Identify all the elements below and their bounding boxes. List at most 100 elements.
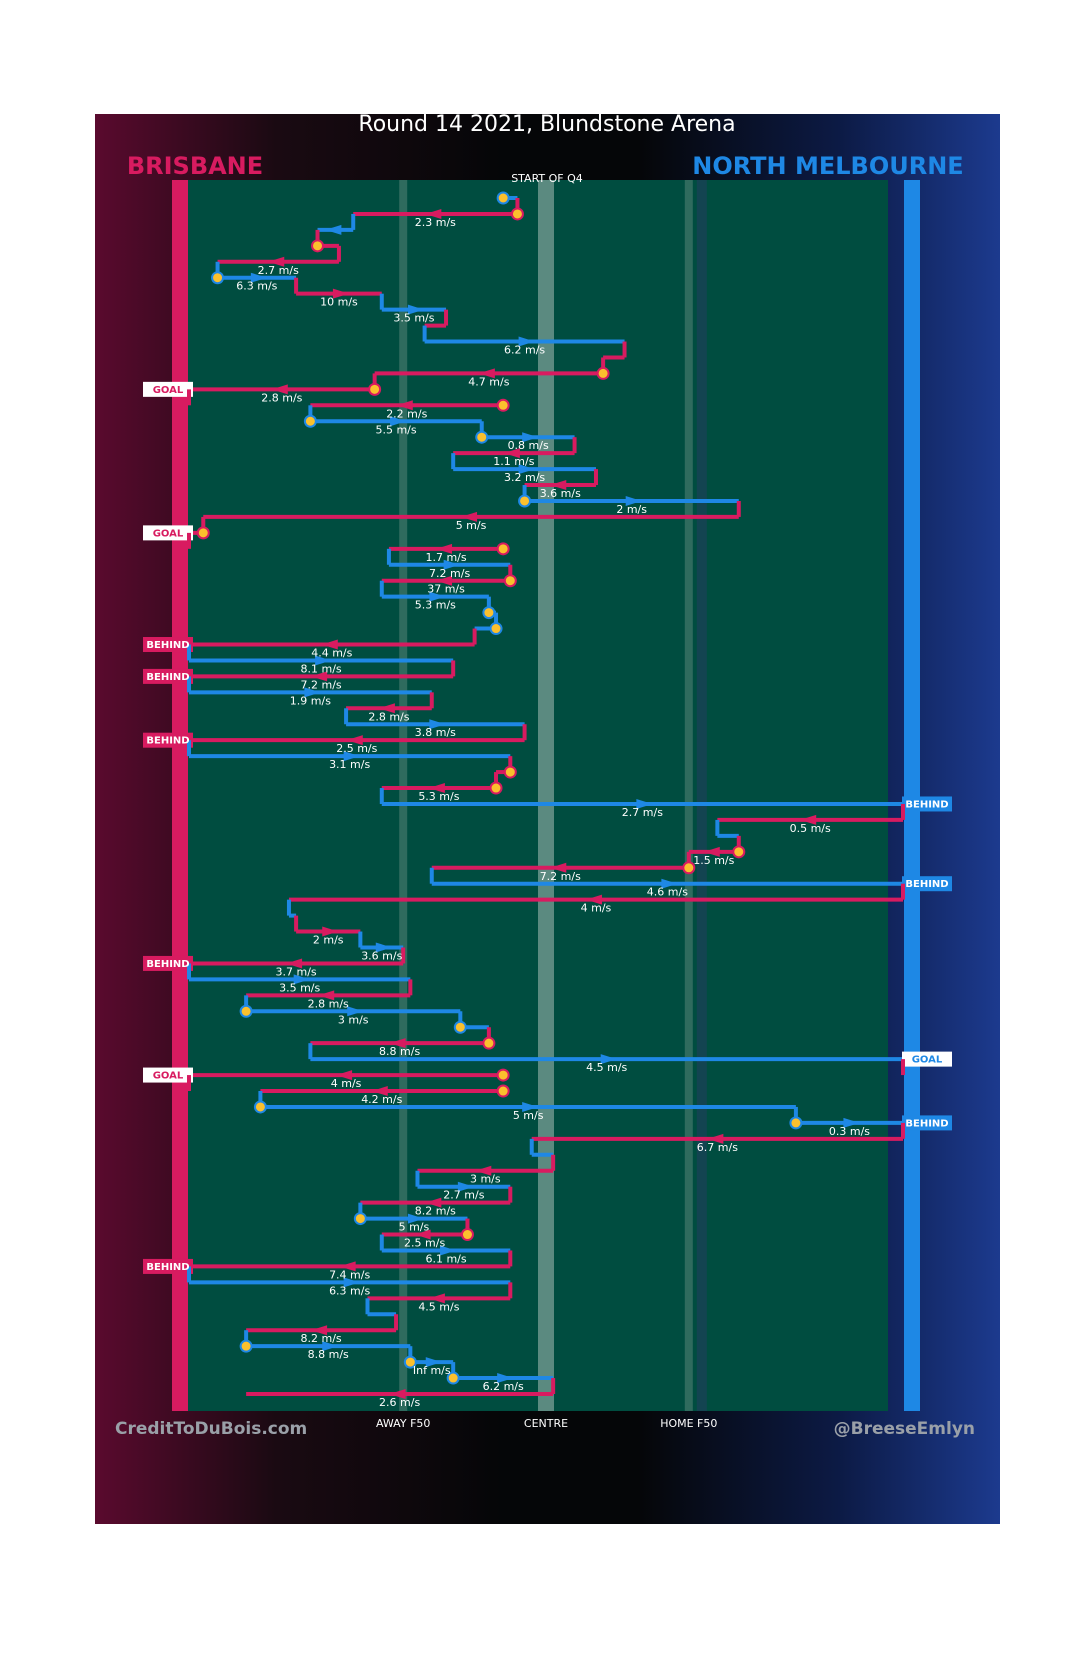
x-tick-label: CENTRE xyxy=(524,1417,568,1430)
speed-label: 2.8 m/s xyxy=(261,391,302,404)
brisbane-goal-line xyxy=(172,180,188,1411)
possession-chart: Round 14 2021, Blundstone Arena BRISBANE N… xyxy=(115,114,975,1439)
speed-label: 5.3 m/s xyxy=(418,790,459,803)
direction-arrow xyxy=(436,543,453,554)
direction-arrow xyxy=(518,464,535,475)
speed-label: 8.2 m/s xyxy=(415,1205,456,1218)
home-f50-line xyxy=(684,180,693,1411)
ball-marker xyxy=(460,1228,474,1242)
outcome-text: BEHIND xyxy=(146,672,189,683)
speed-label: 4.6 m/s xyxy=(647,886,688,899)
ball-marker xyxy=(353,1212,367,1226)
outcome-badge xyxy=(143,732,193,748)
speed-label: 2.2 m/s xyxy=(386,407,427,420)
ball-marker xyxy=(446,1371,460,1385)
direction-arrow xyxy=(271,384,288,395)
outcome-text: GOAL xyxy=(153,528,184,539)
ball-marker xyxy=(732,845,746,859)
ball-marker xyxy=(403,1355,417,1369)
ball-marker xyxy=(496,1084,510,1098)
direction-arrow xyxy=(522,432,539,443)
ball-marker xyxy=(311,239,325,253)
speed-label: 8.8 m/s xyxy=(308,1348,349,1361)
speed-label: 3.8 m/s xyxy=(415,726,456,739)
direction-arrow xyxy=(503,448,520,459)
x-tick-label: HOME F50 xyxy=(660,1417,717,1430)
direction-arrow xyxy=(425,1357,442,1368)
direction-arrow xyxy=(332,288,349,299)
ball-marker xyxy=(239,1339,253,1353)
direction-arrow xyxy=(478,368,495,379)
ball-marker xyxy=(496,542,510,556)
direction-arrow xyxy=(325,224,342,235)
speed-label: 0.5 m/s xyxy=(790,822,831,835)
direction-arrow xyxy=(371,1086,388,1097)
credit-right: @BreeseEmlyn xyxy=(834,1419,975,1439)
speed-label: 4.4 m/s xyxy=(311,647,352,660)
direction-arrow xyxy=(311,1325,328,1336)
direction-arrow xyxy=(843,1117,860,1128)
direction-arrow xyxy=(550,862,567,873)
speed-label: 2.7 m/s xyxy=(622,806,663,819)
outcome-badge xyxy=(902,796,952,812)
speed-label: 3.7 m/s xyxy=(276,965,317,978)
outcome-text: BEHIND xyxy=(146,736,189,747)
direction-arrow xyxy=(346,735,363,746)
ball-marker xyxy=(503,574,517,588)
outcome-badge xyxy=(143,1258,193,1274)
speed-label: Inf m/s xyxy=(413,1364,451,1377)
speed-label: 4.5 m/s xyxy=(586,1061,627,1074)
direction-arrow xyxy=(336,1070,353,1081)
speed-label: 7.2 m/s xyxy=(429,567,470,580)
ball-marker xyxy=(496,1068,510,1082)
speed-label: 2.8 m/s xyxy=(308,997,349,1010)
speed-label: 1.7 m/s xyxy=(425,551,466,564)
speed-label: 6.3 m/s xyxy=(329,1284,370,1297)
segment-layer xyxy=(143,191,952,1399)
direction-arrow xyxy=(286,958,303,969)
direction-arrow xyxy=(550,480,567,491)
outcome-text: BEHIND xyxy=(905,879,948,890)
text-layer: Round 14 2021, Blundstone Arena BRISBANE N… xyxy=(115,114,975,1439)
ball-marker xyxy=(368,382,382,396)
direction-arrow xyxy=(339,1261,356,1272)
speed-label: 1.9 m/s xyxy=(290,694,331,707)
speed-label: 3.1 m/s xyxy=(329,758,370,771)
direction-arrow xyxy=(436,575,453,586)
team-right-label: NORTH MELBOURNE xyxy=(692,152,963,180)
speed-label: 5 m/s xyxy=(513,1109,544,1122)
speed-label: 7.4 m/s xyxy=(329,1268,370,1281)
direction-arrow xyxy=(522,1101,539,1112)
speed-label: 4.5 m/s xyxy=(418,1300,459,1313)
speed-label: 5.5 m/s xyxy=(375,423,416,436)
direction-arrow xyxy=(375,942,392,953)
speed-label: 5 m/s xyxy=(456,519,487,532)
speed-label: 5.3 m/s xyxy=(415,599,456,612)
direction-arrow xyxy=(293,974,310,985)
centre-line xyxy=(538,180,554,1411)
ball-marker xyxy=(196,526,210,540)
direction-arrow xyxy=(443,559,460,570)
direction-arrow xyxy=(378,703,395,714)
start-label: START OF Q4 xyxy=(511,172,583,185)
ball-marker xyxy=(789,1116,803,1130)
north-goal-line xyxy=(904,180,920,1411)
chart-title: Round 14 2021, Blundstone Arena xyxy=(358,114,735,137)
speed-label: 0.3 m/s xyxy=(829,1125,870,1138)
direction-arrow xyxy=(497,1373,514,1384)
ball-marker xyxy=(475,430,489,444)
team-left-label: BRISBANE xyxy=(127,152,263,180)
speed-label: 3.6 m/s xyxy=(361,949,402,962)
direction-arrow xyxy=(518,336,535,347)
direction-arrow xyxy=(707,1133,724,1144)
outcome-badge xyxy=(143,1067,193,1083)
ball-marker xyxy=(503,765,517,779)
speed-label: 2.7 m/s xyxy=(443,1189,484,1202)
speed-label: 1.1 m/s xyxy=(493,455,534,468)
ball-marker xyxy=(239,1004,253,1018)
outcome-text: BEHIND xyxy=(146,1262,189,1273)
direction-arrow xyxy=(250,272,267,283)
speed-label: 3 m/s xyxy=(470,1173,501,1186)
direction-arrow xyxy=(311,671,328,682)
direction-arrow xyxy=(625,495,642,506)
